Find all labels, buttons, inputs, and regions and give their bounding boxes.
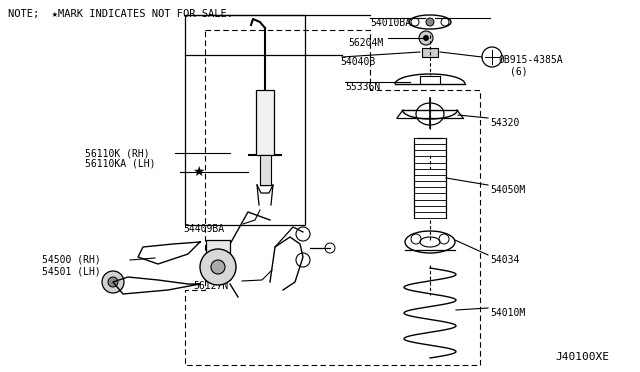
- Text: ★: ★: [192, 165, 204, 179]
- Bar: [422, 48, 438, 57]
- Circle shape: [102, 271, 124, 293]
- Text: 54034: 54034: [490, 255, 520, 265]
- Text: 0B915-4385A: 0B915-4385A: [498, 55, 563, 65]
- Bar: [185, 15, 305, 225]
- Circle shape: [200, 249, 236, 285]
- Text: 54501 (LH): 54501 (LH): [42, 266, 100, 276]
- Text: 54320: 54320: [490, 118, 520, 128]
- Text: 54050M: 54050M: [490, 185, 525, 195]
- Text: NOTE;  ★MARK INDICATES NOT FOR SALE.: NOTE; ★MARK INDICATES NOT FOR SALE.: [8, 9, 233, 19]
- Text: 54409BA: 54409BA: [183, 224, 224, 234]
- Text: (6): (6): [510, 67, 527, 77]
- Text: 56127N: 56127N: [193, 281, 228, 291]
- Circle shape: [426, 18, 434, 26]
- Bar: [256, 90, 274, 155]
- Text: 54500 (RH): 54500 (RH): [42, 255, 100, 265]
- Bar: [259, 155, 271, 185]
- Text: 54040B: 54040B: [340, 57, 375, 67]
- Text: 55336N: 55336N: [345, 82, 380, 92]
- Bar: [206, 240, 230, 280]
- Text: 56110K (RH): 56110K (RH): [85, 148, 150, 158]
- Circle shape: [211, 260, 225, 274]
- Circle shape: [423, 35, 429, 41]
- Text: 54010BA: 54010BA: [370, 18, 411, 28]
- Text: 56110KA (LH): 56110KA (LH): [85, 159, 156, 169]
- Text: J40100XE: J40100XE: [555, 352, 609, 362]
- Text: 54010M: 54010M: [490, 308, 525, 318]
- Circle shape: [419, 31, 433, 45]
- Circle shape: [108, 277, 118, 287]
- Text: 56204M: 56204M: [348, 38, 383, 48]
